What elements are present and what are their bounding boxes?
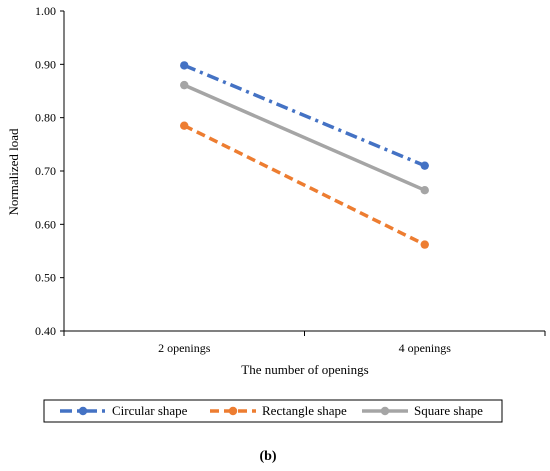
legend: Circular shape Rectangle shape Square shap… [43,399,503,423]
data-point [420,161,429,170]
series-line [183,83,426,192]
series-line [183,63,426,168]
legend-swatch-marker [380,406,390,416]
legend-label: Square shape [414,403,483,418]
legend-swatch-marker [228,406,238,416]
x-tick-label: 4 openings [399,341,452,355]
y-tick-label: 0.40 [35,324,56,338]
series-group [180,61,429,249]
axes [60,10,546,336]
x-axis-title: The number of openings [241,362,368,377]
data-point [420,186,429,195]
legend-entry: Square shape [362,403,483,418]
y-tick-label: 1.00 [35,4,56,18]
legend-label: Circular shape [112,403,188,418]
data-point [420,240,429,249]
figure-caption: (b) [259,449,276,464]
data-point [180,61,189,70]
legend-label: Rectangle shape [262,403,347,418]
data-point [180,80,189,90]
data-point [180,121,189,130]
series-square-shape [180,80,429,195]
y-tick-label: 0.50 [35,271,56,285]
legend-entry: Rectangle shape [210,403,347,418]
legend-entry: Circular shape [60,403,188,418]
series-rectangle-shape [180,121,429,249]
y-tick-labels: 0.40 0.50 0.60 0.70 0.80 0.90 1.00 [35,4,56,338]
legend-box [43,399,503,423]
series-line [183,124,426,247]
legend-swatch-marker [78,406,88,416]
y-tick-label: 0.70 [35,164,56,178]
y-tick-label: 0.60 [35,217,56,231]
y-tick-label: 0.90 [35,57,56,71]
x-tick-label: 2 openings [158,341,211,355]
x-tick-labels: 2 openings 4 openings [158,341,451,355]
y-tick-label: 0.80 [35,111,56,125]
series-circular-shape [180,61,429,170]
y-axis-title: Normalized load [6,128,21,215]
